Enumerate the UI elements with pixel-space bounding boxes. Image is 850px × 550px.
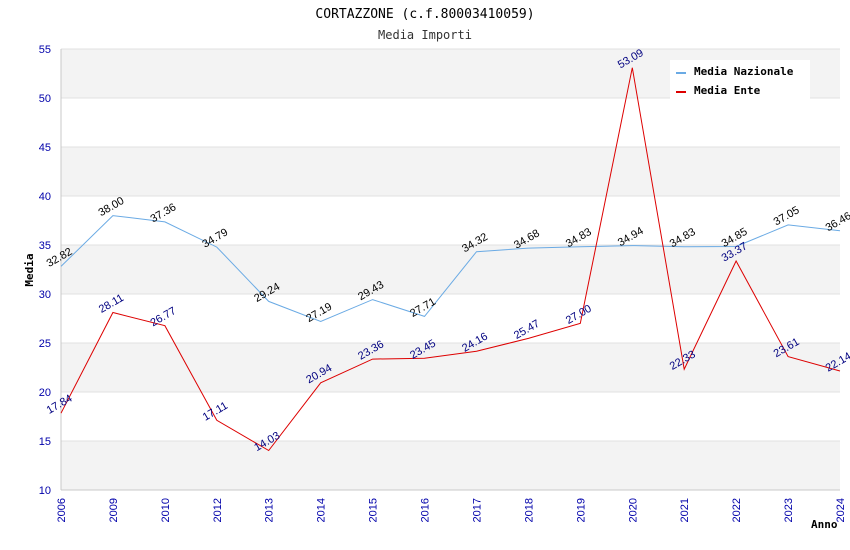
y-axis-label: Media — [23, 253, 36, 286]
x-tick-label: 2017 — [471, 498, 483, 522]
x-tick-label: 2009 — [108, 498, 120, 522]
grid-band — [61, 343, 840, 392]
x-tick-label: 2014 — [316, 498, 328, 522]
x-tick-labels: 2006 2009 2010 2012 2013 2014 2015 2016 2017 2018… — [56, 498, 847, 522]
grid-band — [61, 245, 840, 294]
x-tick-label: 2010 — [160, 498, 172, 522]
x-tick-label: 2015 — [368, 498, 380, 522]
legend: Media Nazionale Media Ente — [670, 60, 810, 102]
grid-band — [61, 441, 840, 490]
y-tick-labels: 10 15 20 25 30 35 40 45 50 55 — [39, 44, 51, 497]
chart-title: CORTAZZONE (c.f.80003410059) — [315, 7, 534, 22]
x-tick-label: 2006 — [56, 498, 68, 522]
y-tick-label: 10 — [39, 485, 51, 497]
y-tick-label: 45 — [39, 142, 51, 154]
data-label: 37.05 — [772, 204, 802, 228]
data-label: 27.00 — [564, 303, 594, 327]
data-label: 38.00 — [96, 195, 126, 219]
chart-subtitle: Media Importi — [378, 28, 472, 42]
y-tick-label: 30 — [39, 289, 51, 301]
y-tick-label: 40 — [39, 191, 51, 203]
data-label: 17.11 — [201, 400, 230, 424]
x-tick-label: 2020 — [627, 498, 639, 522]
x-tick-label: 2018 — [523, 498, 535, 522]
legend-label-nazionale: Media Nazionale — [694, 65, 794, 78]
gridlines — [61, 48, 840, 491]
series-line-ente — [60, 67, 841, 452]
y-tick-label: 20 — [39, 387, 51, 399]
axes — [60, 49, 840, 491]
x-tick-label: 2023 — [783, 498, 795, 522]
x-tick-label: 2021 — [679, 498, 691, 522]
x-tick-label: 2019 — [575, 498, 587, 522]
y-tick-label: 55 — [39, 44, 51, 56]
series-line-nazionale — [60, 215, 841, 323]
x-axis-label: Anno — [811, 518, 838, 531]
x-tick-label: 2016 — [420, 498, 432, 522]
y-tick-label: 50 — [39, 93, 51, 105]
y-tick-label: 25 — [39, 338, 51, 350]
legend-box — [670, 60, 810, 102]
x-tick-label: 2024 — [835, 498, 847, 522]
x-tick-label: 2013 — [264, 498, 276, 522]
x-tick-label: 2022 — [731, 498, 743, 522]
series-lines — [60, 67, 841, 452]
grid-bands — [61, 49, 840, 490]
grid-band — [61, 147, 840, 196]
legend-label-ente: Media Ente — [694, 84, 761, 97]
y-tick-label: 15 — [39, 436, 51, 448]
y-tick-label: 35 — [39, 240, 51, 252]
x-tick-label: 2012 — [212, 498, 224, 522]
data-label: 28.11 — [97, 292, 126, 316]
